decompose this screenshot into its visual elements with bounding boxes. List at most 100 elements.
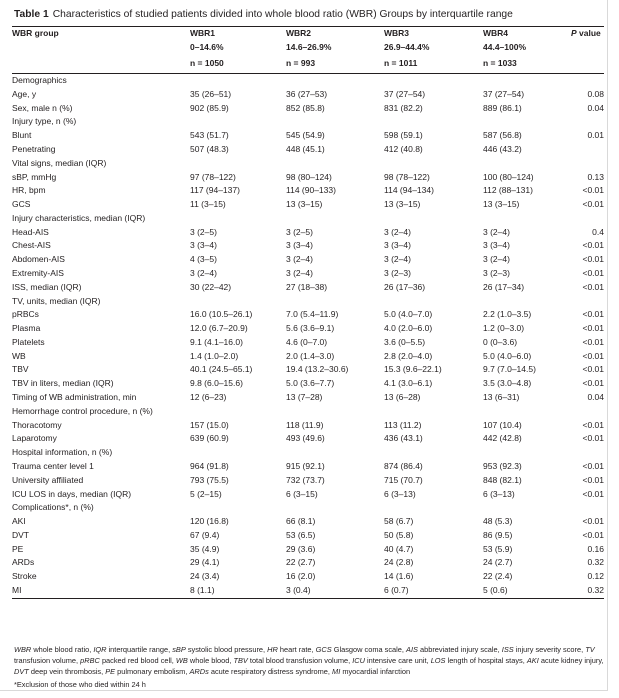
cell-wbr2: 6 (3–15) (286, 488, 318, 499)
row-label: ARDs (12, 557, 35, 568)
cell-wbr4: 889 (86.1) (483, 102, 522, 113)
abbreviation-definition: length of hospital stays, (447, 656, 525, 665)
table-row: Penetrating 507 (48.3) 448 (45.1) 412 (40.8… (12, 143, 604, 157)
cell-wbr4: 24 (2.7) (483, 557, 513, 568)
cell-wbr3: 3 (2–4) (384, 254, 411, 265)
cell-pvalue: <0.01 (582, 419, 604, 430)
cell-wbr4 (483, 115, 571, 129)
cell-wbr2 (286, 405, 384, 419)
cell-wbr1: 16.0 (10.5–26.1) (190, 309, 253, 320)
header-row-ranges: 0–14.6% 14.6–26.9% 26.9–44.4% 44.4–100% (12, 41, 604, 55)
cell-wbr4: 5.0 (4.0–6.0) (483, 350, 532, 361)
group-range-wbr3: 26.9–44.4% (384, 41, 430, 52)
section-row: Injury characteristics, median (IQR) (12, 212, 604, 226)
table-row: sBP, mmHg 97 (78–122) 98 (80–124) 98 (78–12… (12, 171, 604, 185)
section-label: Vital signs, median (IQR) (12, 157, 107, 168)
row-label: Thoracotomy (12, 419, 62, 430)
pvalue-header: P value (571, 25, 604, 41)
abbreviation-definition: packed red blood cell, (101, 656, 174, 665)
cell-wbr4: 953 (92.3) (483, 460, 522, 471)
cell-pvalue: <0.01 (582, 378, 604, 389)
abbreviation-entry: WB whole blood, (176, 656, 231, 665)
cell-wbr3: 6 (3–13) (384, 488, 416, 499)
cell-wbr4: 3 (3–4) (483, 240, 510, 251)
cell-wbr3: 715 (70.7) (384, 474, 423, 485)
cell-wbr2: 3 (2–5) (286, 226, 313, 237)
abbreviations-note: WBR whole blood ratio, IQR interquartile… (14, 644, 604, 677)
cell-wbr3 (384, 405, 483, 419)
cell-pvalue (571, 157, 604, 171)
cell-wbr2 (286, 295, 384, 309)
cell-wbr2: 22 (2.7) (286, 557, 316, 568)
table-row: Head-AIS 3 (2–5) 3 (2–5) 3 (2–4) 3 (2–4) 0.4 (12, 226, 604, 240)
section-row: Injury type, n (%) (12, 115, 604, 129)
cell-wbr4: 3.5 (3.0–4.8) (483, 378, 532, 389)
cell-wbr2: 16 (2.0) (286, 571, 316, 582)
row-label: Stroke (12, 571, 37, 582)
abbreviation-term: WBR (14, 645, 32, 654)
cell-wbr4: 2.2 (1.0–3.5) (483, 309, 532, 320)
cell-wbr3: 13 (3–15) (384, 199, 421, 210)
table-row: Blunt 543 (51.7) 545 (54.9) 598 (59.1) 587 (… (12, 129, 604, 143)
row-label: Head-AIS (12, 226, 49, 237)
abbreviation-term: ISS (501, 645, 514, 654)
cell-pvalue: 0.12 (587, 571, 604, 582)
cell-wbr1: 67 (9.4) (190, 529, 220, 540)
cell-wbr3 (384, 446, 483, 460)
cell-wbr2: 114 (90–133) (286, 185, 336, 196)
table-row: Chest-AIS 3 (3–4) 3 (3–4) 3 (3–4) 3 (3–4) <0.… (12, 239, 604, 253)
cell-wbr4 (483, 157, 571, 171)
row-label: Chest-AIS (12, 240, 51, 251)
abbreviation-entry: DVT deep vein thrombosis, (14, 667, 103, 676)
row-label: WB (12, 350, 26, 361)
cell-wbr3: 412 (40.8) (384, 143, 423, 154)
cell-wbr1: 902 (85.9) (190, 102, 229, 113)
cell-wbr2: 27 (18–38) (286, 281, 328, 292)
row-label: Abdomen-AIS (12, 254, 65, 265)
cell-wbr4: 587 (56.8) (483, 130, 522, 141)
table-caption: Table 1 Characteristics of studied patien… (14, 9, 513, 20)
cell-wbr4: 848 (82.1) (483, 474, 522, 485)
cell-wbr2: 29 (3.6) (286, 543, 316, 554)
cell-wbr2: 118 (11.9) (286, 419, 324, 430)
cell-wbr2: 7.0 (5.4–11.9) (286, 309, 339, 320)
abbreviation-definition: pulmonary embolism, (117, 667, 188, 676)
cell-pvalue (571, 405, 604, 419)
cell-pvalue: <0.01 (582, 268, 604, 278)
cell-pvalue (571, 501, 604, 515)
abbreviation-term: TBV (233, 656, 248, 665)
abbreviation-definition: injury severity score, (515, 645, 584, 654)
row-label: Blunt (12, 130, 32, 141)
section-label: Hemorrhage control procedure, n (%) (12, 405, 153, 416)
group-range-wbr1: 0–14.6% (190, 41, 224, 52)
cell-wbr1 (190, 115, 286, 129)
abbreviation-term: HR (267, 645, 278, 654)
table-row: TBV in liters, median (IQR) 9.8 (6.0–15.6… (12, 377, 604, 391)
group-name-wbr2: WBR2 (286, 25, 384, 41)
cell-wbr1 (190, 212, 286, 226)
row-label: TBV (12, 364, 29, 375)
cell-wbr4: 442 (42.8) (483, 433, 522, 444)
section-row: Demographics (12, 74, 604, 88)
cell-pvalue (571, 143, 604, 157)
cell-pvalue: <0.01 (582, 350, 604, 361)
cell-wbr2: 915 (92.1) (286, 460, 325, 471)
row-label: sBP, mmHg (12, 171, 57, 182)
cell-wbr1: 1.4 (1.0–2.0) (190, 350, 239, 361)
cell-pvalue: <0.01 (582, 516, 604, 527)
row-label: Extremity-AIS (12, 268, 64, 278)
cell-wbr2: 3 (0.4) (286, 583, 384, 599)
abbreviation-entry: sBP systolic blood pressure, (172, 645, 265, 654)
group-n-wbr2: n = 993 (286, 54, 384, 75)
cell-wbr1 (190, 74, 286, 88)
row-label: Timing of WB administration, min (12, 392, 137, 403)
cell-wbr1: 30 (22–42) (190, 281, 232, 292)
cell-pvalue (571, 115, 604, 129)
cell-pvalue: <0.01 (582, 199, 604, 210)
cell-wbr4: 107 (10.4) (483, 419, 522, 430)
table-row: Extremity-AIS 3 (2–4) 3 (2–4) 3 (2–3) 3 (2–3… (12, 267, 604, 281)
cell-wbr3 (384, 295, 483, 309)
cell-wbr4: 13 (3–15) (483, 199, 520, 210)
cell-wbr1: 8 (1.1) (190, 583, 286, 599)
cell-pvalue (571, 212, 604, 226)
